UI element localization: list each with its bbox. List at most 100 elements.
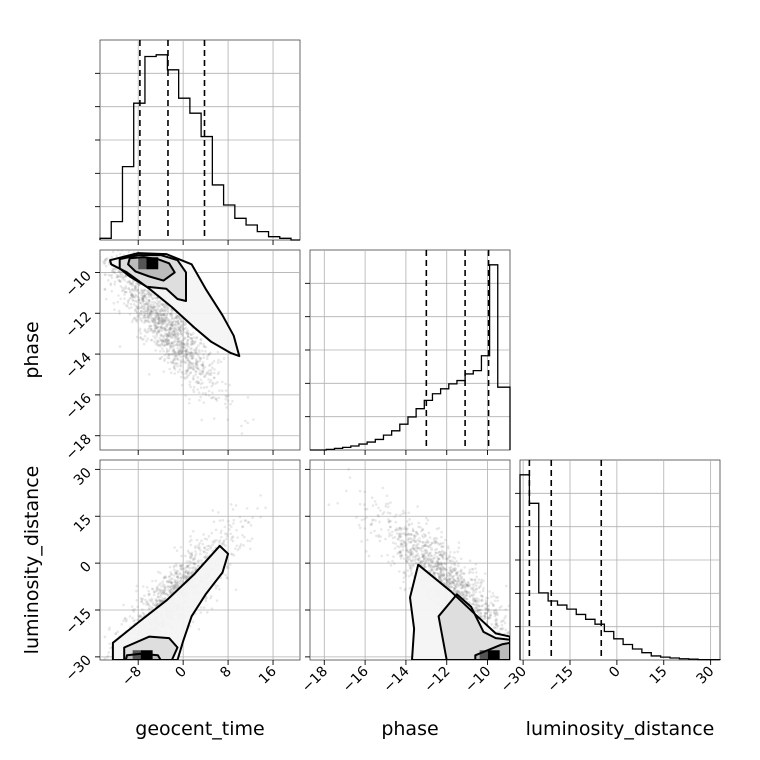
scatter-point: [218, 519, 222, 522]
x-tick-label-phase: −14: [381, 663, 413, 695]
scatter-point: [426, 554, 430, 557]
scatter-point: [462, 578, 466, 582]
scatter-point: [219, 535, 223, 539]
scatter-point: [264, 506, 267, 510]
scatter-point: [433, 539, 437, 543]
scatter-point: [143, 293, 147, 296]
scatter-point: [171, 349, 174, 353]
scatter-point: [470, 593, 474, 597]
scatter-point: [408, 541, 411, 544]
scatter-point: [414, 562, 418, 565]
scatter-point: [184, 355, 187, 359]
scatter-point: [427, 564, 431, 568]
scatter-point: [429, 563, 433, 567]
scatter-point: [120, 250, 124, 252]
scatter-point: [117, 278, 120, 282]
scatter-point: [432, 556, 435, 560]
scatter-point: [416, 547, 419, 551]
scatter-point: [480, 599, 484, 602]
scatter-point: [168, 330, 171, 334]
scatter-point: [147, 293, 151, 296]
scatter-point: [174, 585, 178, 589]
scatter-point: [167, 353, 171, 356]
scatter-point: [137, 315, 141, 318]
scatter-point: [363, 503, 366, 506]
scatter-point: [155, 332, 159, 336]
scatter-point: [416, 552, 420, 556]
scatter-point: [174, 354, 177, 358]
scatter-point: [133, 288, 137, 292]
y-axis-label-luminosity-distance: luminosity_distance: [21, 466, 43, 655]
scatter-point: [150, 309, 154, 312]
scatter-point: [161, 596, 164, 600]
scatter-point: [182, 359, 185, 363]
scatter-point: [129, 293, 133, 297]
scatter-point: [174, 571, 178, 574]
scatter-point: [440, 572, 444, 576]
scatter-point: [149, 327, 153, 331]
scatter-point: [176, 331, 180, 335]
panel-content: [102, 494, 267, 660]
scatter-point: [162, 338, 165, 342]
scatter-point: [410, 573, 413, 576]
scatter-point: [202, 546, 206, 550]
scatter-point: [379, 528, 383, 531]
scatter-point: [436, 557, 440, 561]
scatter-point: [188, 361, 192, 365]
scatter-point: [141, 297, 145, 301]
scatter-point: [189, 552, 192, 555]
scatter-point: [169, 588, 173, 591]
scatter-point: [402, 557, 406, 561]
scatter-point: [457, 546, 461, 550]
scatter-point: [485, 604, 489, 607]
scatter-point: [190, 354, 194, 357]
scatter-point: [202, 533, 205, 536]
scatter-point: [150, 606, 153, 609]
scatter-point: [189, 371, 193, 374]
scatter-point: [118, 279, 122, 283]
scatter-point: [408, 555, 412, 558]
scatter-point: [170, 581, 174, 585]
scatter-point: [450, 559, 454, 563]
scatter-point: [186, 549, 190, 553]
scatter-point: [130, 306, 133, 309]
scatter-point: [169, 589, 172, 592]
scatter-point: [127, 250, 131, 254]
scatter-point: [188, 571, 192, 574]
scatter-point: [195, 336, 198, 340]
scatter-point: [183, 336, 186, 340]
scatter-point: [397, 537, 400, 541]
scatter-point: [153, 319, 157, 322]
scatter-point: [545, 661, 548, 664]
scatter-point: [406, 539, 410, 542]
scatter-point: [147, 295, 150, 298]
scatter-point: [428, 557, 432, 561]
scatter-point: [438, 550, 441, 554]
scatter-point: [209, 596, 212, 600]
scatter-point: [168, 334, 172, 337]
scatter-point: [183, 337, 187, 340]
scatter-point: [170, 323, 173, 327]
scatter-point: [511, 640, 514, 643]
scatter-point: [394, 529, 397, 532]
scatter-point: [420, 560, 423, 564]
scatter-point: [462, 577, 465, 581]
scatter-point: [115, 273, 119, 277]
scatter-point: [413, 547, 416, 551]
scatter-point: [438, 567, 441, 570]
scatter-point: [191, 365, 195, 369]
scatter-point: [198, 541, 202, 545]
scatter-point: [171, 353, 174, 357]
scatter-point: [203, 546, 207, 549]
scatter-point: [179, 323, 183, 327]
scatter-point: [415, 549, 418, 553]
scatter-point: [176, 574, 180, 577]
scatter-point: [428, 552, 432, 555]
scatter-point: [92, 256, 95, 259]
scatter-point: [479, 583, 483, 587]
scatter-point: [469, 577, 472, 581]
scatter-point: [212, 395, 216, 399]
scatter-point: [199, 378, 203, 381]
scatter-point: [391, 536, 395, 540]
scatter-point: [477, 597, 480, 601]
